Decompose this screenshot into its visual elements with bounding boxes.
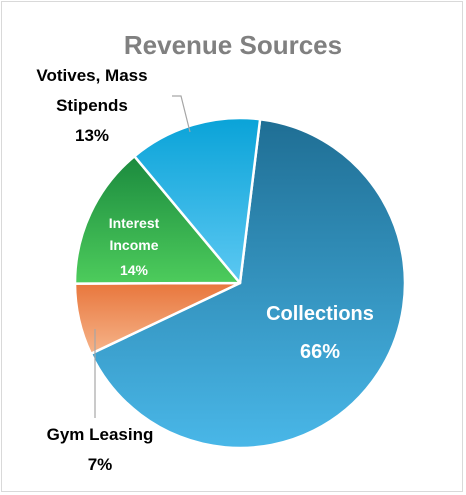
pie-slice-collections: [89, 117, 407, 450]
leader-line-votives-mass-stipends: [172, 95, 191, 133]
data-label-name-gym-leasing: Gym Leasing: [47, 425, 154, 444]
data-label-name-interest-income: Income: [109, 237, 158, 253]
data-label-value-votives-mass-stipends: 13%: [75, 126, 109, 145]
pie-slice-interest-income: [73, 154, 242, 285]
data-label-name-collections: Collections: [266, 303, 374, 325]
pie-slice-votives-mass-stipends: [133, 116, 262, 285]
data-label-name-interest-income: Interest: [109, 215, 160, 231]
data-label-value-gym-leasing: 7%: [88, 455, 113, 474]
data-label-name-votives-mass-stipends: Stipends: [56, 96, 128, 115]
data-label-name-votives-mass-stipends: Votives, Mass: [36, 66, 147, 85]
data-label-value-collections: 66%: [300, 341, 340, 363]
chart-title: Revenue Sources: [123, 30, 343, 60]
data-label-value-interest-income: 14%: [120, 262, 149, 278]
